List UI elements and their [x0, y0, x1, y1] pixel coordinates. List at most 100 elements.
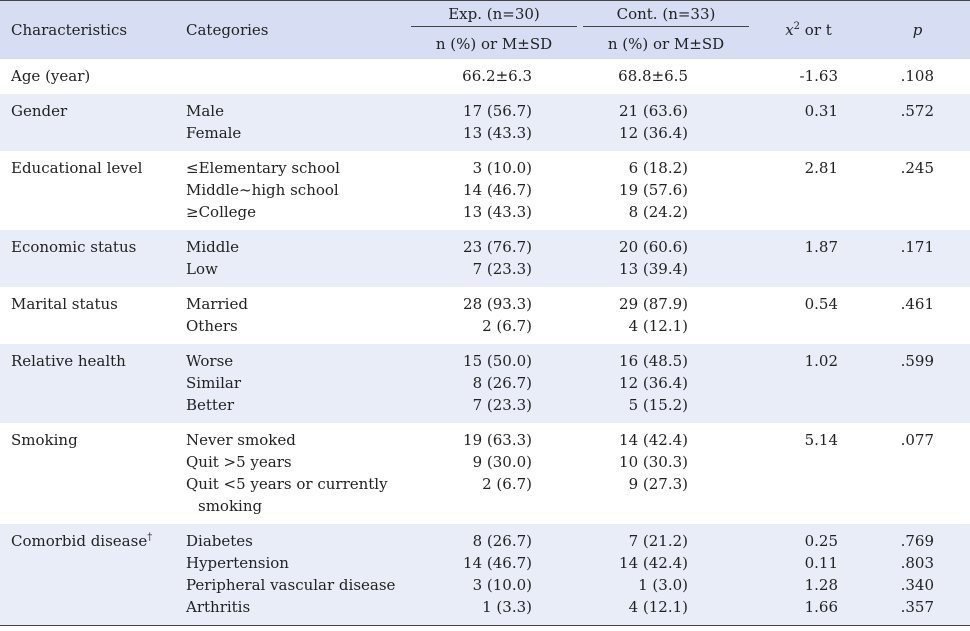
exp-value: 8 (26.7) — [472, 374, 532, 392]
category-cell: Married Others — [175, 287, 408, 344]
exp-value: 66.2±6.3 — [462, 67, 532, 85]
cont-value: 1 (3.0) — [638, 576, 688, 594]
table-row: Economic status Middle Low 23 (76.7) 7 (23.3… — [0, 230, 970, 287]
exp-value: 7 (23.3) — [472, 260, 532, 278]
header-p: p — [865, 0, 970, 59]
header-cont-sub: n (%) or M±SD — [580, 29, 752, 59]
cont-value: 5 (15.2) — [628, 396, 688, 414]
characteristic-cell: Gender — [0, 94, 175, 151]
p-cell: .171 — [865, 230, 970, 287]
stat-cell: 0.25 0.11 1.28 1.66 — [752, 524, 865, 626]
category-value: Diabetes — [186, 532, 253, 550]
exp-value: 8 (26.7) — [472, 532, 532, 550]
exp-value: 7 (23.3) — [472, 396, 532, 414]
stat-cell: 5.14 — [752, 423, 865, 524]
category-cell: Worse Similar Better — [175, 344, 408, 423]
header-cont-group: Cont. (n=33) — [580, 0, 752, 29]
category-value — [186, 65, 408, 87]
cont-value: 6 (18.2) — [628, 159, 688, 177]
exp-value: 9 (30.0) — [472, 453, 532, 471]
cont-value: 68.8±6.5 — [618, 67, 688, 85]
category-value: smoking — [198, 497, 263, 515]
stat-value: 1.66 — [804, 598, 838, 616]
p-value: .572 — [900, 102, 934, 120]
exp-value: 13 (43.3) — [463, 203, 532, 221]
table-row: Relative health Worse Similar Better 15 (50.… — [0, 344, 970, 423]
stat-cell: 2.81 — [752, 151, 865, 230]
characteristic-cell: Age (year) — [11, 67, 91, 85]
p-cell: .572 — [865, 94, 970, 151]
stat-value: 0.31 — [804, 102, 838, 120]
category-value: Married — [186, 295, 248, 313]
category-value: Similar — [186, 374, 242, 392]
exp-value: 13 (43.3) — [463, 124, 532, 142]
exp-value: 2 (6.7) — [482, 475, 532, 493]
cont-cell: 6 (18.2) 19 (57.6) 8 (24.2) — [580, 151, 752, 230]
table-row: Age (year) 66.2±6.3 68.8±6.5 -1.63 .108 — [0, 59, 970, 94]
exp-cell: 23 (76.7) 7 (23.3) — [408, 230, 580, 287]
p-value: .803 — [900, 554, 934, 572]
table-row: Smoking Never smoked Quit >5 years Quit <5 … — [0, 423, 970, 524]
category-value: Arthritis — [186, 598, 251, 616]
cont-value: 4 (12.1) — [628, 598, 688, 616]
table-row: Comorbid disease† Diabetes Hypertension Per… — [0, 524, 970, 626]
cont-value: 9 (27.3) — [628, 475, 688, 493]
exp-value: 15 (50.0) — [463, 352, 532, 370]
category-value: Middle — [186, 238, 240, 256]
category-value: Others — [186, 317, 238, 335]
stat-cell: 0.31 — [752, 94, 865, 151]
characteristic-cell: Smoking — [11, 431, 78, 449]
stat-value: 1.02 — [804, 352, 838, 370]
cont-cell: 29 (87.9) 4 (12.1) — [580, 287, 752, 344]
cont-value: 21 (63.6) — [619, 102, 688, 120]
stat-cell: -1.63 — [752, 59, 865, 94]
exp-cell: 17 (56.7) 13 (43.3) — [408, 94, 580, 151]
exp-value: 3 (10.0) — [472, 576, 532, 594]
cont-value: 19 (57.6) — [619, 181, 688, 199]
cont-value: 4 (12.1) — [628, 317, 688, 335]
stat-value: 0.25 — [804, 532, 838, 550]
p-cell: .108 — [865, 59, 970, 94]
category-value: ≤Elementary school — [186, 159, 340, 177]
cont-value: 12 (36.4) — [619, 374, 688, 392]
p-value: .108 — [900, 67, 934, 85]
category-cell: Male Female — [175, 94, 408, 151]
category-cell: Middle Low — [175, 230, 408, 287]
exp-value: 28 (93.3) — [463, 295, 532, 313]
characteristic-cell: Marital status — [11, 295, 118, 313]
category-value: ≥College — [186, 203, 257, 221]
exp-value: 14 (46.7) — [463, 554, 532, 572]
cont-value: 29 (87.9) — [619, 295, 688, 313]
exp-cell: 15 (50.0) 8 (26.7) 7 (23.3) — [408, 344, 580, 423]
characteristic-cell: Economic status — [0, 230, 175, 287]
cont-cell: 21 (63.6) 12 (36.4) — [580, 94, 752, 151]
cont-cell: 20 (60.6) 13 (39.4) — [580, 230, 752, 287]
exp-value: 17 (56.7) — [463, 102, 532, 120]
category-value: Male — [186, 102, 224, 120]
stat-value: 1.28 — [804, 576, 838, 594]
stat-cell: 1.02 — [752, 344, 865, 423]
category-cell: Diabetes Hypertension Peripheral vascular … — [175, 524, 408, 626]
category-value: Low — [186, 260, 218, 278]
category-cell — [175, 59, 408, 94]
category-value: Better — [186, 396, 235, 414]
exp-value: 14 (46.7) — [463, 181, 532, 199]
cont-value: 14 (42.4) — [619, 431, 688, 449]
stat-value: 5.14 — [804, 431, 838, 449]
header-exp-sub: n (%) or M±SD — [408, 29, 580, 59]
exp-cell: 66.2±6.3 — [408, 59, 580, 94]
category-cell: ≤Elementary school Middle~high school ≥Col… — [175, 151, 408, 230]
stat-cell: 1.87 — [752, 230, 865, 287]
p-cell: .769 .803 .340 .357 — [865, 524, 970, 626]
table-row: Gender Male Female 17 (56.7) 13 (43.3) 21 (63… — [0, 94, 970, 151]
exp-cell: 19 (63.3) 9 (30.0) 2 (6.7) — [408, 423, 580, 524]
category-value: Hypertension — [186, 554, 289, 572]
exp-value: 19 (63.3) — [463, 431, 532, 449]
header-categories: Categories — [175, 0, 408, 59]
stat-value: 0.11 — [804, 554, 838, 572]
table-row: Marital status Married Others 28 (93.3) 2 (6… — [0, 287, 970, 344]
stat-value: -1.63 — [799, 67, 838, 85]
cont-value: 16 (48.5) — [619, 352, 688, 370]
p-value: .357 — [900, 598, 934, 616]
p-value: .077 — [900, 431, 934, 449]
